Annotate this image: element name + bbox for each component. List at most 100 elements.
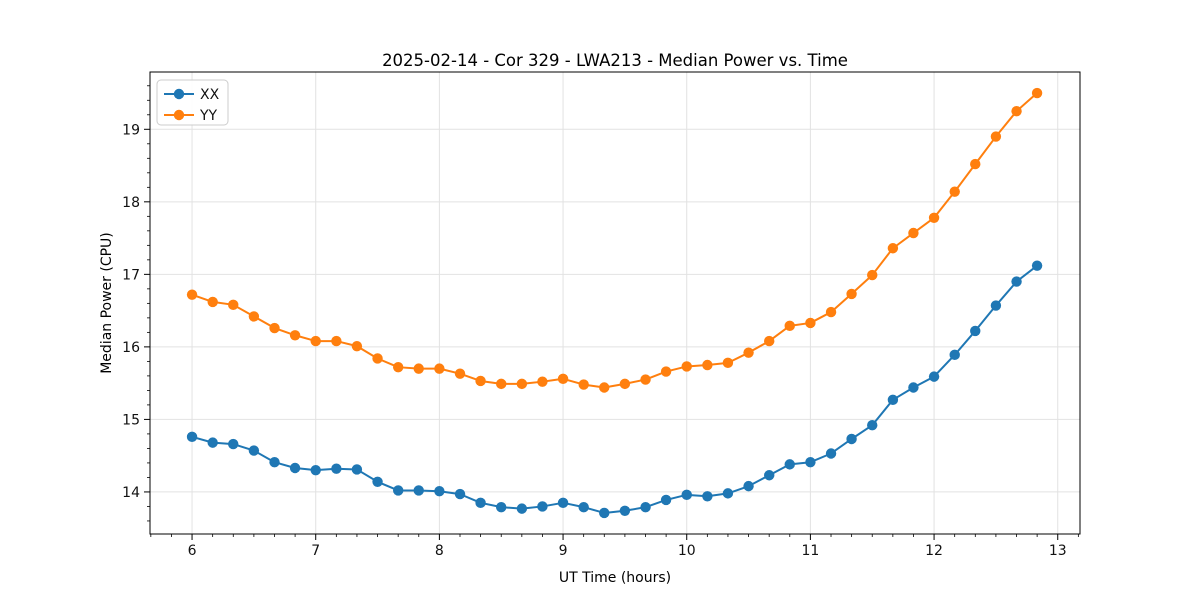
data-point-yy	[331, 335, 342, 347]
data-point-yy	[928, 212, 940, 223]
chart-title: 2025-02-14 - Cor 329 - LWA213 - Median P…	[382, 51, 848, 70]
y-tick-label: 18	[122, 195, 140, 211]
data-point-yy	[537, 376, 548, 387]
data-point-xx	[599, 507, 610, 519]
data-point-yy	[887, 243, 899, 254]
data-point-yy	[764, 335, 775, 347]
y-tick-label: 14	[122, 485, 140, 501]
data-point-xx	[949, 349, 960, 361]
data-point-yy	[970, 158, 981, 170]
y-tick-label: 19	[122, 122, 140, 138]
data-point-yy	[186, 289, 198, 300]
data-point-xx	[1011, 276, 1022, 287]
data-point-xx	[207, 437, 218, 448]
data-point-xx	[722, 488, 734, 499]
x-tick-label: 13	[1049, 543, 1067, 559]
data-point-yy	[434, 363, 445, 374]
data-point-xx	[619, 505, 631, 516]
data-point-xx	[784, 459, 795, 470]
data-point-xx	[846, 433, 857, 445]
data-point-xx	[578, 501, 589, 513]
data-point-yy	[413, 363, 424, 374]
data-point-xx	[413, 485, 424, 496]
data-point-xx	[434, 486, 445, 497]
y-axis-label: Median Power (CPU)	[99, 232, 115, 374]
data-point-xx	[186, 431, 198, 443]
x-tick-label: 10	[678, 543, 696, 559]
data-point-yy	[289, 330, 301, 341]
data-point-yy	[557, 373, 569, 384]
data-point-xx	[516, 503, 528, 514]
data-point-xx	[867, 420, 878, 431]
data-point-xx	[743, 480, 754, 492]
data-point-yy	[908, 227, 919, 239]
data-point-yy	[846, 288, 857, 300]
data-point-yy	[867, 269, 878, 281]
data-point-yy	[351, 340, 363, 352]
data-point-yy	[475, 375, 486, 387]
x-tick-label: 12	[925, 543, 943, 559]
data-point-yy	[949, 186, 960, 197]
y-tick-label: 17	[122, 267, 140, 283]
y-tick-label: 16	[122, 340, 140, 356]
data-point-xx	[351, 464, 363, 475]
x-tick-label: 6	[188, 543, 197, 559]
legend-marker	[173, 109, 185, 121]
x-axis-label: UT Time (hours)	[558, 570, 672, 586]
data-point-xx	[990, 300, 1002, 311]
data-point-yy	[640, 374, 651, 385]
data-point-yy	[372, 353, 383, 364]
data-point-xx	[764, 470, 775, 481]
data-point-xx	[1031, 260, 1043, 271]
data-point-xx	[537, 501, 548, 512]
data-point-xx	[557, 497, 569, 509]
data-point-yy	[516, 378, 528, 390]
data-point-yy	[722, 357, 734, 369]
data-point-xx	[475, 497, 486, 509]
x-tick-label: 7	[311, 543, 320, 559]
data-point-yy	[1031, 87, 1043, 99]
data-point-xx	[681, 489, 692, 501]
data-point-yy	[248, 311, 260, 322]
y-tick-label: 15	[122, 412, 140, 428]
legend-label: XX	[200, 87, 220, 103]
data-point-xx	[393, 485, 404, 496]
data-point-xx	[454, 488, 466, 500]
data-point-xx	[970, 325, 981, 337]
data-point-yy	[990, 131, 1002, 142]
x-tick-label: 11	[801, 543, 819, 559]
legend: XX YY	[156, 79, 229, 126]
axes-spines	[149, 71, 1081, 535]
data-point-yy	[393, 361, 404, 373]
data-point-yy	[578, 379, 589, 390]
data-point-yy	[228, 299, 239, 311]
data-point-xx	[248, 445, 260, 456]
data-point-xx	[660, 494, 672, 506]
data-point-xx	[887, 394, 899, 406]
data-point-yy	[310, 335, 321, 347]
data-point-xx	[928, 371, 940, 382]
data-point-yy	[825, 306, 837, 318]
data-point-xx	[702, 491, 713, 502]
data-point-xx	[908, 382, 919, 393]
x-tick-label: 8	[435, 543, 444, 559]
data-point-xx	[640, 501, 651, 513]
data-point-xx	[228, 438, 239, 450]
data-point-yy	[599, 382, 610, 393]
legend-marker	[173, 88, 185, 100]
data-point-yy	[454, 368, 466, 379]
data-point-yy	[1011, 105, 1022, 117]
data-point-xx	[269, 456, 280, 468]
data-point-yy	[207, 296, 218, 308]
data-point-xx	[310, 464, 321, 476]
data-point-yy	[681, 361, 692, 372]
data-point-yy	[496, 378, 507, 390]
data-point-yy	[269, 322, 280, 334]
data-point-xx	[289, 462, 301, 474]
data-point-yy	[743, 347, 754, 358]
data-point-xx	[331, 463, 342, 474]
data-point-yy	[619, 378, 631, 390]
data-point-xx	[825, 448, 837, 459]
